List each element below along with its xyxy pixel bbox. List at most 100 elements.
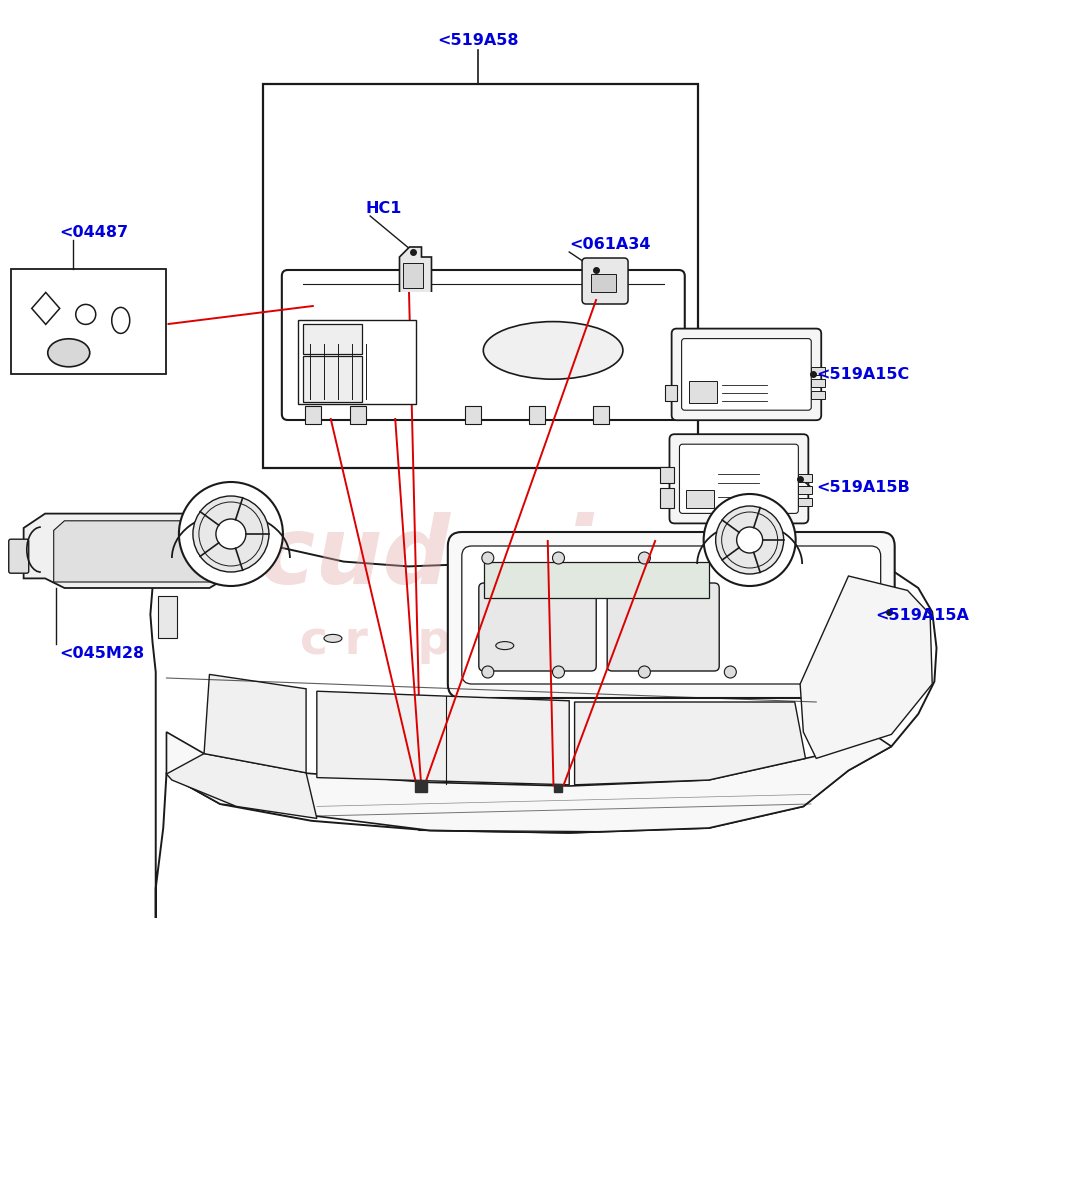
Bar [771,614,793,636]
Bar [661,724,683,746]
Bar [683,570,705,592]
Bar [837,680,859,702]
Bar [749,636,771,658]
Circle shape [724,552,737,564]
Bar [771,658,793,680]
Bar [771,746,793,768]
Text: <519A15C: <519A15C [816,367,910,382]
Circle shape [482,552,494,564]
Bar [686,491,714,509]
Bar [793,548,815,570]
Bar [639,702,661,724]
Bar [727,570,749,592]
Bar [297,320,416,404]
Bar [465,406,480,424]
Text: scuderia: scuderia [203,512,656,604]
Bar [639,570,661,592]
Bar [705,680,727,702]
FancyBboxPatch shape [281,270,685,420]
Bar [727,746,749,768]
Bar [815,658,837,680]
FancyBboxPatch shape [582,258,628,304]
Text: <519A15B: <519A15B [816,480,910,494]
Bar [158,596,177,638]
Text: <045M28: <045M28 [59,646,144,660]
Polygon shape [32,293,60,324]
Bar [837,724,859,746]
Bar [798,498,812,506]
Bar [771,702,793,724]
Circle shape [76,305,96,324]
Bar [837,592,859,614]
Ellipse shape [483,322,623,379]
FancyBboxPatch shape [462,546,881,684]
Bar [303,324,362,354]
Bar [661,548,683,570]
Bar [837,548,859,570]
Bar [815,570,837,592]
Bar [661,468,674,484]
Polygon shape [204,674,306,773]
Bar [305,406,321,424]
Bar [815,614,837,636]
Bar [705,724,727,746]
Bar [749,724,771,746]
Polygon shape [317,691,569,785]
Circle shape [482,666,494,678]
Bar [811,391,825,400]
Ellipse shape [112,307,130,334]
Polygon shape [150,540,937,918]
Circle shape [552,552,565,564]
Circle shape [638,666,651,678]
Circle shape [193,496,268,572]
Bar [683,702,705,724]
Polygon shape [24,514,236,588]
Bar [793,636,815,658]
Bar [793,592,815,614]
Bar [350,406,366,424]
Bar [793,680,815,702]
Bar [811,379,825,388]
Bar [661,636,683,658]
Bar [749,592,771,614]
Bar [683,614,705,636]
Circle shape [552,666,565,678]
FancyBboxPatch shape [448,532,895,698]
Text: HC1: HC1 [365,202,402,216]
Bar [529,406,545,424]
Bar [798,474,812,482]
Polygon shape [166,732,891,833]
Bar [705,548,727,570]
Ellipse shape [47,338,90,367]
Bar [639,658,661,680]
Bar [661,592,683,614]
Bar [727,658,749,680]
Bar [591,274,616,292]
Bar [837,636,859,658]
Bar [815,746,837,768]
Bar [815,702,837,724]
Bar [705,592,727,614]
Circle shape [724,666,737,678]
Bar [705,636,727,658]
Bar [749,548,771,570]
Bar [661,680,683,702]
Bar [771,570,793,592]
Polygon shape [575,702,806,785]
Bar [727,702,749,724]
Polygon shape [400,247,432,292]
Bar [798,486,812,494]
Bar [661,488,674,509]
Text: <061A34: <061A34 [569,236,651,252]
Bar [683,746,705,768]
Polygon shape [800,576,932,758]
Text: <519A15A: <519A15A [875,608,969,623]
FancyBboxPatch shape [9,539,29,574]
Bar [483,562,709,598]
Bar [263,84,698,468]
Bar [594,406,609,424]
Circle shape [715,506,784,574]
Circle shape [638,552,651,564]
Bar [665,385,677,401]
Circle shape [703,494,796,586]
